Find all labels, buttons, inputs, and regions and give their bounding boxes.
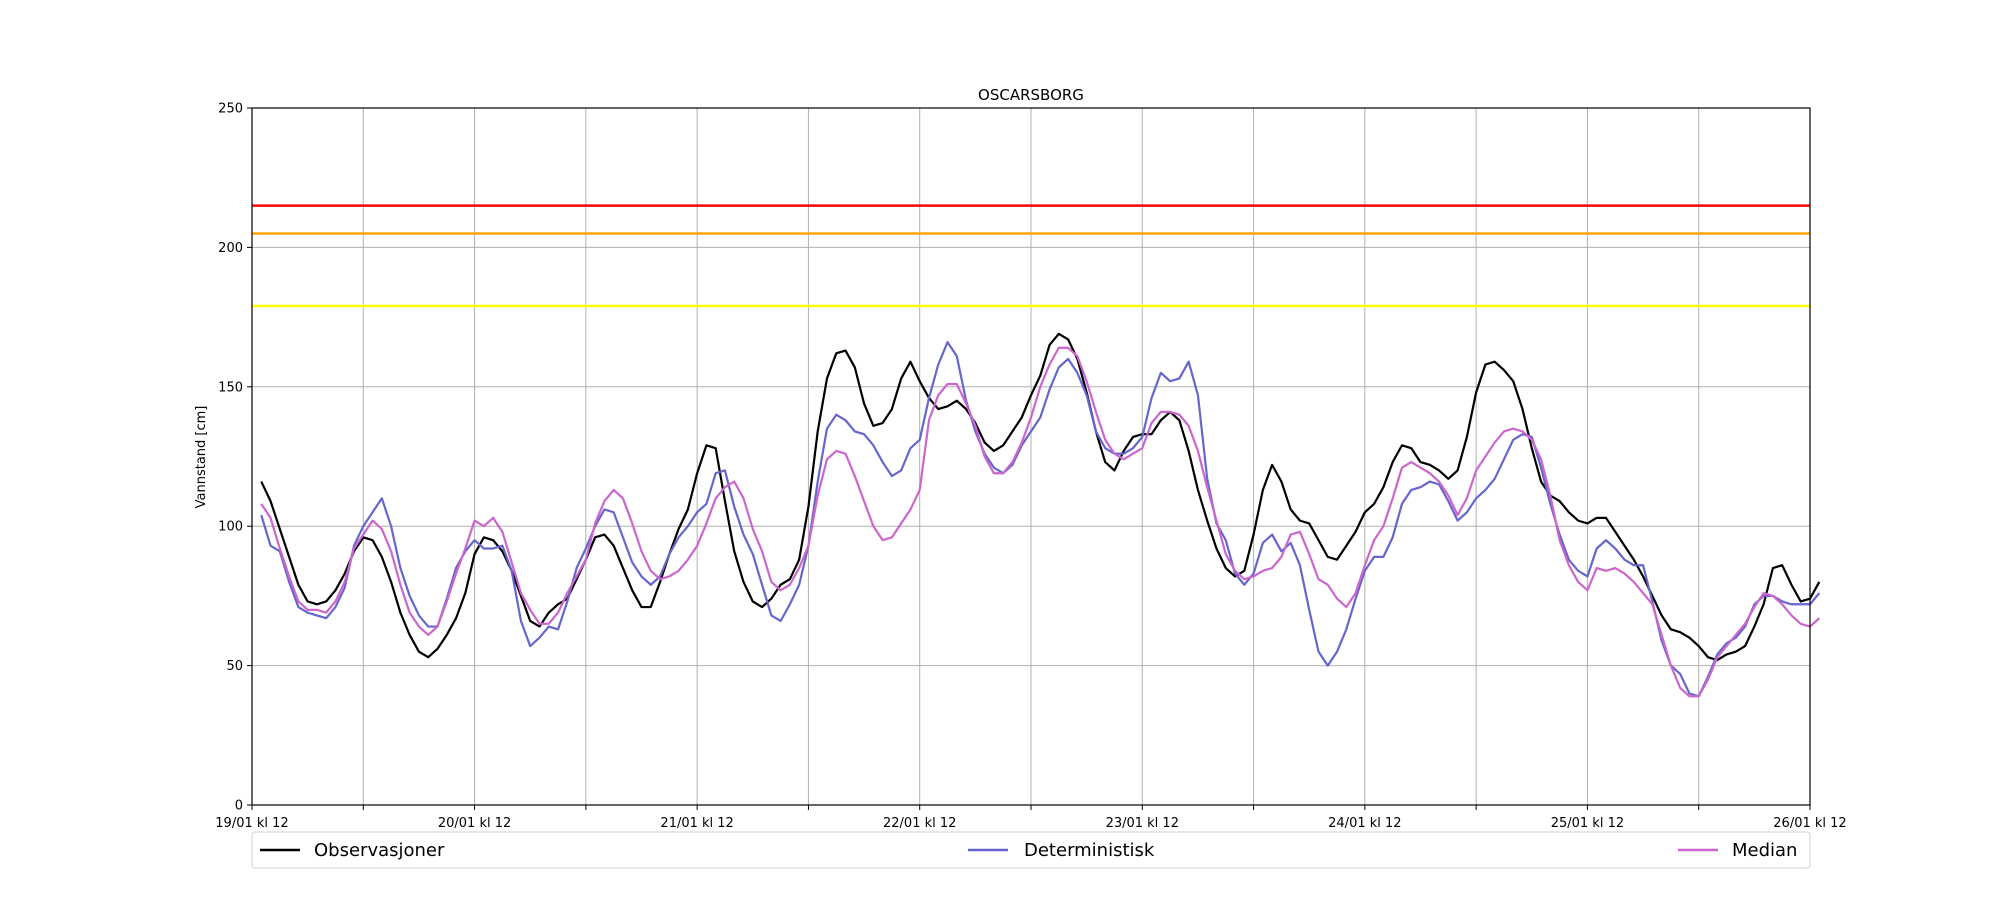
- x-tick-label: 24/01 kl 12: [1328, 816, 1401, 831]
- y-axis-label: Vannstand [cm]: [194, 406, 209, 509]
- y-tick-label: 50: [226, 659, 243, 674]
- legend-label: Median: [1732, 840, 1797, 861]
- x-tick-label: 19/01 kl 12: [215, 816, 288, 831]
- chart-title: OSCARSBORG: [978, 86, 1084, 104]
- x-tick-label: 25/01 kl 12: [1551, 816, 1624, 831]
- legend-box: [251, 831, 1811, 869]
- legend-label: Deterministisk: [1024, 840, 1155, 861]
- x-tick-label: 23/01 kl 12: [1106, 816, 1179, 831]
- legend-label: Observasjoner: [314, 840, 445, 861]
- axis-ticks: 19/01 kl 12 20/01 kl 12 21/01 kl 12 22/01 k…: [215, 102, 1846, 832]
- threshold-lines: [252, 204, 1810, 308]
- y-tick-label: 0: [235, 799, 243, 814]
- legend: Observasjoner Deterministisk Median: [251, 831, 1811, 869]
- x-tick-label: 26/01 kl 12: [1773, 816, 1846, 831]
- series-line: [260, 346, 1821, 698]
- series-line: [260, 332, 1821, 662]
- x-tick-label: 21/01 kl 12: [660, 816, 733, 831]
- y-tick-label: 150: [218, 380, 243, 395]
- x-tick-label: 22/01 kl 12: [883, 816, 956, 831]
- y-tick-label: 250: [218, 102, 243, 117]
- grid: [252, 108, 1810, 805]
- series-line: [260, 341, 1821, 698]
- series-lines: [260, 332, 1821, 698]
- y-tick-label: 200: [218, 241, 243, 256]
- y-tick-label: 100: [218, 520, 243, 535]
- x-tick-label: 20/01 kl 12: [438, 816, 511, 831]
